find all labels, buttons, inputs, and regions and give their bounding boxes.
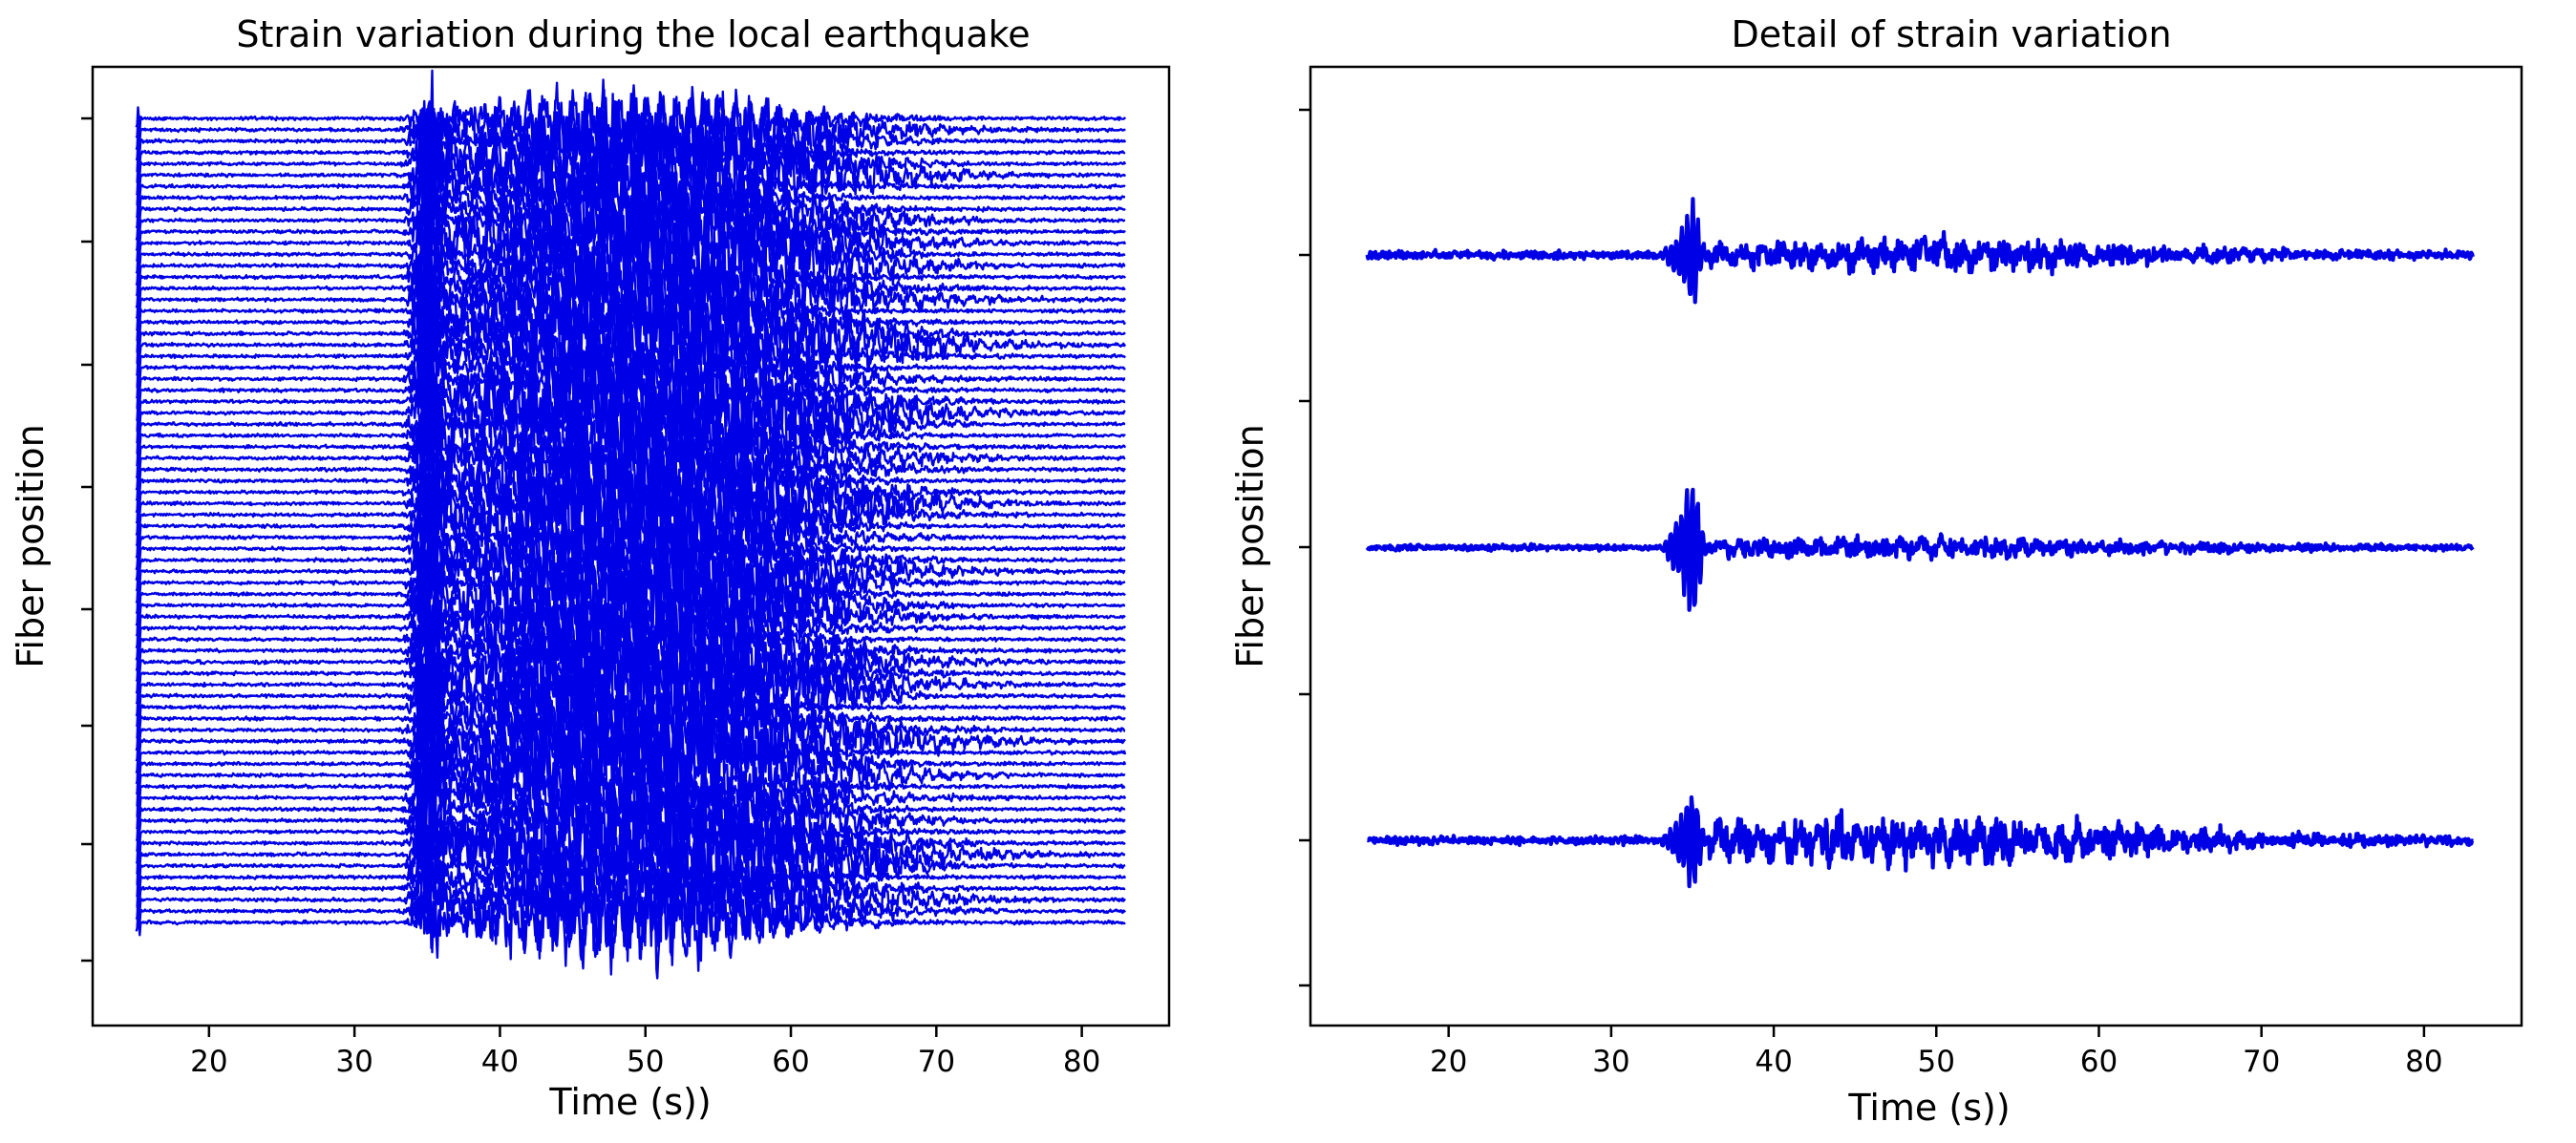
left-trace-22	[136, 312, 1126, 405]
left-trace-65	[135, 784, 1126, 900]
left-trace-51	[135, 602, 1126, 758]
right-trace-3	[1366, 794, 2475, 889]
right-x-tick-label-70: 70	[2243, 1045, 2280, 1079]
right-y-axis-label: Fiber position	[1229, 424, 1271, 667]
left-x-ticks: 20 30 40 50 60 70 80	[190, 1026, 1100, 1079]
right-x-ticks: 20 30 40 50 60 70 80	[1430, 1026, 2443, 1079]
right-x-tick-label-80: 80	[2405, 1045, 2442, 1079]
left-trace-19	[135, 258, 1127, 387]
left-trace-5	[136, 110, 1127, 225]
left-trace-47	[135, 588, 1126, 684]
left-trace-7	[135, 153, 1126, 228]
left-trace-9	[135, 159, 1126, 253]
left-trace-29	[136, 359, 1126, 514]
left-trace-35	[135, 431, 1127, 563]
left-chart-title: Strain variation during the local earthq…	[236, 13, 1030, 55]
left-trace-63	[135, 773, 1126, 867]
left-x-axis-label: Time (s))	[548, 1081, 711, 1123]
left-trace-34	[135, 436, 1126, 555]
left-chart: Strain variation during the local earthq…	[10, 13, 1171, 1123]
right-y-ticks	[1299, 108, 1310, 987]
right-x-tick-label-60: 60	[2080, 1045, 2118, 1079]
left-x-tick-label-50: 50	[627, 1045, 664, 1079]
right-x-tick-label-40: 40	[1755, 1045, 1792, 1079]
right-x-axis-label: Time (s))	[1847, 1087, 2010, 1129]
right-x-tick-label-30: 30	[1592, 1045, 1629, 1079]
right-trace-group	[1365, 197, 2475, 889]
left-trace-60	[135, 751, 1126, 818]
left-trace-49	[135, 611, 1126, 717]
left-x-tick-label-30: 30	[335, 1045, 373, 1079]
left-trace-6	[136, 106, 1127, 255]
right-chart: Detail of strain variation 20 30 40 50 60 70 8…	[1229, 13, 2523, 1129]
right-trace-1	[1365, 197, 2475, 305]
right-chart-title: Detail of strain variation	[1731, 13, 2171, 55]
left-plot-frame	[91, 65, 1171, 1027]
left-trace-2	[135, 88, 1126, 182]
left-trace-53	[135, 676, 1127, 740]
left-trace-14	[135, 190, 1126, 345]
left-trace-33	[135, 427, 1126, 534]
left-x-tick-label-70: 70	[918, 1045, 955, 1079]
right-x-tick-label-20: 20	[1430, 1045, 1467, 1079]
right-x-tick-label-50: 50	[1918, 1045, 1955, 1079]
left-trace-44	[135, 529, 1126, 686]
left-trace-group	[135, 69, 1127, 980]
right-trace-2	[1365, 487, 2475, 612]
left-trace-72	[135, 853, 1126, 980]
left-trace-37	[135, 439, 1126, 602]
left-x-tick-label-60: 60	[772, 1045, 809, 1079]
left-trace-58	[135, 701, 1127, 821]
left-x-tick-label-20: 20	[190, 1045, 227, 1079]
left-trace-20	[136, 265, 1126, 414]
left-x-tick-label-40: 40	[481, 1045, 519, 1079]
left-trace-36	[135, 433, 1126, 599]
left-x-tick-label-80: 80	[1063, 1045, 1100, 1079]
left-y-axis-label: Fiber position	[10, 424, 52, 667]
left-trace-71	[135, 854, 1127, 963]
left-y-ticks	[81, 116, 93, 963]
